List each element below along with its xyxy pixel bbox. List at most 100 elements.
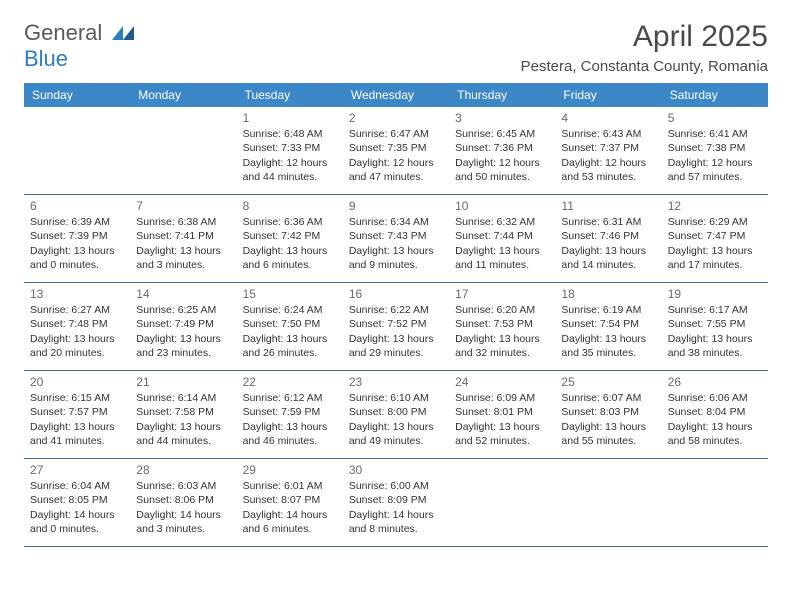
calendar-day-cell: 6Sunrise: 6:39 AMSunset: 7:39 PMDaylight… [24, 195, 130, 283]
calendar-day-cell: 15Sunrise: 6:24 AMSunset: 7:50 PMDayligh… [237, 283, 343, 371]
calendar-day-cell [662, 459, 768, 547]
daylight-text: Daylight: 13 hours and 9 minutes. [349, 244, 443, 272]
sunrise-text: Sunrise: 6:01 AM [243, 479, 337, 493]
weekday-header: Friday [555, 83, 661, 107]
calendar-day-cell: 27Sunrise: 6:04 AMSunset: 8:05 PMDayligh… [24, 459, 130, 547]
sunset-text: Sunset: 7:38 PM [668, 141, 762, 155]
calendar-day-cell: 24Sunrise: 6:09 AMSunset: 8:01 PMDayligh… [449, 371, 555, 459]
calendar-week-row: 27Sunrise: 6:04 AMSunset: 8:05 PMDayligh… [24, 459, 768, 547]
location-label: Pestera, Constanta County, Romania [521, 58, 768, 75]
sunrise-text: Sunrise: 6:07 AM [561, 391, 655, 405]
daylight-text: Daylight: 13 hours and 11 minutes. [455, 244, 549, 272]
day-number: 29 [243, 462, 337, 478]
sunrise-text: Sunrise: 6:25 AM [136, 303, 230, 317]
sunset-text: Sunset: 8:09 PM [349, 493, 443, 507]
sunrise-text: Sunrise: 6:20 AM [455, 303, 549, 317]
sunset-text: Sunset: 8:00 PM [349, 405, 443, 419]
day-number: 3 [455, 110, 549, 126]
sunrise-text: Sunrise: 6:19 AM [561, 303, 655, 317]
weekday-header: Tuesday [237, 83, 343, 107]
daylight-text: Daylight: 13 hours and 23 minutes. [136, 332, 230, 360]
sunset-text: Sunset: 8:03 PM [561, 405, 655, 419]
sunrise-text: Sunrise: 6:39 AM [30, 215, 124, 229]
daylight-text: Daylight: 13 hours and 49 minutes. [349, 420, 443, 448]
daylight-text: Daylight: 13 hours and 55 minutes. [561, 420, 655, 448]
sunset-text: Sunset: 8:05 PM [30, 493, 124, 507]
calendar-day-cell: 29Sunrise: 6:01 AMSunset: 8:07 PMDayligh… [237, 459, 343, 547]
weekday-header: Wednesday [343, 83, 449, 107]
calendar-day-cell: 16Sunrise: 6:22 AMSunset: 7:52 PMDayligh… [343, 283, 449, 371]
calendar-day-cell: 19Sunrise: 6:17 AMSunset: 7:55 PMDayligh… [662, 283, 768, 371]
daylight-text: Daylight: 13 hours and 52 minutes. [455, 420, 549, 448]
sunrise-text: Sunrise: 6:24 AM [243, 303, 337, 317]
day-number: 10 [455, 198, 549, 214]
title-block: April 2025 Pestera, Constanta County, Ro… [521, 20, 768, 75]
sunrise-text: Sunrise: 6:06 AM [668, 391, 762, 405]
weekday-header-row: Sunday Monday Tuesday Wednesday Thursday… [24, 83, 768, 107]
sunset-text: Sunset: 7:41 PM [136, 229, 230, 243]
calendar-day-cell: 20Sunrise: 6:15 AMSunset: 7:57 PMDayligh… [24, 371, 130, 459]
calendar-day-cell [555, 459, 661, 547]
weekday-header: Saturday [662, 83, 768, 107]
daylight-text: Daylight: 12 hours and 44 minutes. [243, 156, 337, 184]
sunset-text: Sunset: 7:52 PM [349, 317, 443, 331]
sunrise-text: Sunrise: 6:17 AM [668, 303, 762, 317]
day-number: 13 [30, 286, 124, 302]
sunset-text: Sunset: 7:55 PM [668, 317, 762, 331]
daylight-text: Daylight: 13 hours and 41 minutes. [30, 420, 124, 448]
sunset-text: Sunset: 7:44 PM [455, 229, 549, 243]
weekday-header: Monday [130, 83, 236, 107]
calendar-day-cell: 7Sunrise: 6:38 AMSunset: 7:41 PMDaylight… [130, 195, 236, 283]
sunrise-text: Sunrise: 6:00 AM [349, 479, 443, 493]
daylight-text: Daylight: 13 hours and 14 minutes. [561, 244, 655, 272]
day-number: 6 [30, 198, 124, 214]
day-number: 27 [30, 462, 124, 478]
day-number: 1 [243, 110, 337, 126]
daylight-text: Daylight: 13 hours and 44 minutes. [136, 420, 230, 448]
daylight-text: Daylight: 13 hours and 17 minutes. [668, 244, 762, 272]
daylight-text: Daylight: 12 hours and 53 minutes. [561, 156, 655, 184]
day-number: 4 [561, 110, 655, 126]
sunrise-text: Sunrise: 6:38 AM [136, 215, 230, 229]
calendar-day-cell [24, 107, 130, 195]
sunset-text: Sunset: 7:39 PM [30, 229, 124, 243]
daylight-text: Daylight: 14 hours and 6 minutes. [243, 508, 337, 536]
logo-triangle-icon [112, 20, 134, 45]
daylight-text: Daylight: 13 hours and 58 minutes. [668, 420, 762, 448]
calendar-week-row: 20Sunrise: 6:15 AMSunset: 7:57 PMDayligh… [24, 371, 768, 459]
calendar-day-cell: 9Sunrise: 6:34 AMSunset: 7:43 PMDaylight… [343, 195, 449, 283]
calendar-day-cell: 23Sunrise: 6:10 AMSunset: 8:00 PMDayligh… [343, 371, 449, 459]
calendar-day-cell: 18Sunrise: 6:19 AMSunset: 7:54 PMDayligh… [555, 283, 661, 371]
calendar-day-cell: 2Sunrise: 6:47 AMSunset: 7:35 PMDaylight… [343, 107, 449, 195]
calendar-day-cell: 25Sunrise: 6:07 AMSunset: 8:03 PMDayligh… [555, 371, 661, 459]
daylight-text: Daylight: 13 hours and 46 minutes. [243, 420, 337, 448]
calendar-day-cell [449, 459, 555, 547]
sunrise-text: Sunrise: 6:48 AM [243, 127, 337, 141]
day-number: 14 [136, 286, 230, 302]
logo-word-general: General [24, 20, 102, 45]
sunrise-text: Sunrise: 6:45 AM [455, 127, 549, 141]
sunset-text: Sunset: 7:33 PM [243, 141, 337, 155]
sunrise-text: Sunrise: 6:27 AM [30, 303, 124, 317]
sunrise-text: Sunrise: 6:43 AM [561, 127, 655, 141]
calendar-day-cell: 17Sunrise: 6:20 AMSunset: 7:53 PMDayligh… [449, 283, 555, 371]
day-number: 30 [349, 462, 443, 478]
calendar-day-cell: 11Sunrise: 6:31 AMSunset: 7:46 PMDayligh… [555, 195, 661, 283]
sunset-text: Sunset: 7:57 PM [30, 405, 124, 419]
day-number: 11 [561, 198, 655, 214]
sunrise-text: Sunrise: 6:03 AM [136, 479, 230, 493]
sunset-text: Sunset: 7:35 PM [349, 141, 443, 155]
daylight-text: Daylight: 13 hours and 35 minutes. [561, 332, 655, 360]
sunrise-text: Sunrise: 6:09 AM [455, 391, 549, 405]
calendar-day-cell: 13Sunrise: 6:27 AMSunset: 7:48 PMDayligh… [24, 283, 130, 371]
daylight-text: Daylight: 12 hours and 50 minutes. [455, 156, 549, 184]
calendar-day-cell: 26Sunrise: 6:06 AMSunset: 8:04 PMDayligh… [662, 371, 768, 459]
daylight-text: Daylight: 13 hours and 38 minutes. [668, 332, 762, 360]
day-number: 28 [136, 462, 230, 478]
daylight-text: Daylight: 13 hours and 20 minutes. [30, 332, 124, 360]
day-number: 20 [30, 374, 124, 390]
day-number: 15 [243, 286, 337, 302]
day-number: 23 [349, 374, 443, 390]
calendar-day-cell: 3Sunrise: 6:45 AMSunset: 7:36 PMDaylight… [449, 107, 555, 195]
daylight-text: Daylight: 13 hours and 29 minutes. [349, 332, 443, 360]
